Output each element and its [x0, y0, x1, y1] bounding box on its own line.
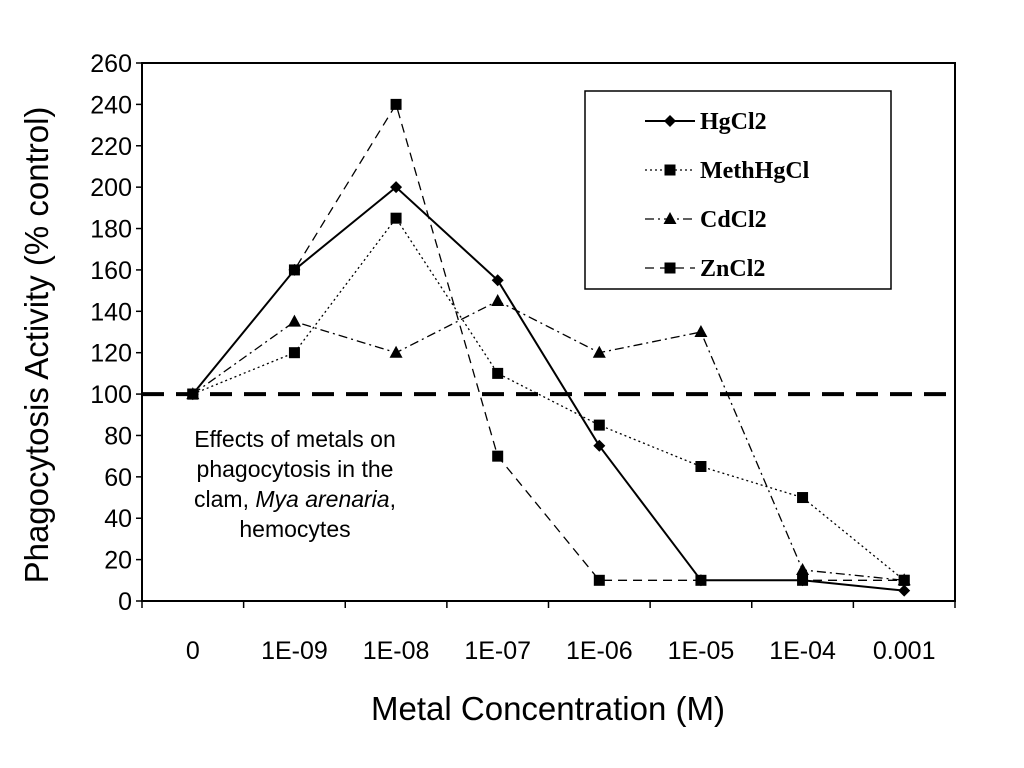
- x-tick-label: 1E-04: [769, 637, 836, 665]
- series-line-cdcl2: [192, 300, 905, 581]
- x-tick-label: 1E-08: [363, 637, 430, 665]
- point-methhgcl: [390, 212, 402, 224]
- point-zncl2: [492, 450, 504, 462]
- point-zncl2: [898, 574, 910, 586]
- x-tick-label: 0: [186, 637, 200, 665]
- series-line-methhgcl: [192, 217, 905, 581]
- y-tick-label: 40: [104, 505, 132, 533]
- point-zncl2: [593, 574, 605, 586]
- legend-item-hgcl2: HgCl2: [645, 109, 767, 135]
- point-methhgcl: [797, 492, 809, 504]
- point-cdcl2: [491, 293, 505, 306]
- chart-annotation: Effects of metals on phagocytosis in the…: [160, 424, 430, 544]
- y-tick-label: 60: [104, 464, 132, 492]
- legend-label-methhgcl: MethHgCl: [700, 158, 810, 184]
- x-tick-label: 1E-05: [668, 637, 735, 665]
- y-tick-label: 240: [90, 91, 132, 119]
- y-axis-title: Phagocytosis Activity (% control): [18, 107, 55, 584]
- y-tick-label: 220: [90, 133, 132, 161]
- y-tick-label: 80: [104, 422, 132, 450]
- point-methhgcl: [695, 461, 707, 472]
- point-hgcl2: [593, 439, 606, 452]
- point-cdcl2: [796, 562, 810, 575]
- annotation-prefix: clam,: [194, 486, 256, 512]
- series-zncl2: [187, 98, 910, 586]
- point-zncl2: [797, 574, 809, 586]
- point-zncl2: [695, 574, 707, 586]
- point-zncl2: [187, 388, 199, 400]
- legend-box: [584, 90, 892, 290]
- y-tick-label: 0: [118, 588, 132, 616]
- point-cdcl2: [389, 345, 403, 358]
- annotation-line-3: clam, Mya arenaria,: [160, 484, 430, 514]
- y-tick-label: 200: [90, 174, 132, 202]
- y-tick-label: 120: [90, 340, 132, 368]
- series-layer: [186, 98, 911, 597]
- point-cdcl2: [287, 314, 301, 327]
- x-tick-label: 1E-09: [261, 637, 328, 665]
- point-zncl2: [288, 264, 300, 276]
- point-cdcl2: [694, 325, 708, 337]
- x-tick-label: 1E-07: [464, 637, 531, 665]
- x-tick-label: 1E-06: [566, 637, 633, 665]
- annotation-suffix: ,: [389, 486, 396, 512]
- y-tick-label: 180: [90, 216, 132, 244]
- point-hgcl2: [390, 181, 403, 194]
- series-line-zncl2: [192, 102, 905, 581]
- legend-marker-hgcl2: [664, 115, 676, 127]
- point-cdcl2: [592, 345, 606, 358]
- point-methhgcl: [593, 419, 605, 431]
- legend-item-cdcl2: CdCl2: [645, 207, 767, 233]
- x-tick-label: 0.001: [873, 637, 936, 665]
- legend-marker-zncl2: [664, 262, 676, 274]
- point-methhgcl: [492, 367, 504, 379]
- point-methhgcl: [288, 347, 300, 359]
- y-axis: 0 20 40 60 80 100 120 140 160 180 200 220 240 260: [90, 50, 142, 616]
- legend-label-cdcl2: CdCl2: [700, 207, 767, 233]
- x-axis: 0 1E-09 1E-08 1E-07 1E-06 1E-05 1E-04 0.001: [141, 601, 956, 665]
- annotation-line-2: phagocytosis in the: [196, 456, 394, 482]
- point-hgcl2: [898, 584, 911, 597]
- legend-items: HgCl2 MethHgCl CdCl2 ZnCl2: [645, 109, 810, 282]
- y-tick-label: 20: [104, 547, 132, 575]
- y-tick-label: 160: [90, 257, 132, 285]
- legend-label-hgcl2: HgCl2: [700, 109, 767, 135]
- y-tick-label: 260: [90, 50, 132, 78]
- legend-label-zncl2: ZnCl2: [700, 256, 765, 282]
- point-zncl2: [390, 98, 402, 110]
- annotation-line-1: Effects of metals on: [194, 426, 396, 452]
- annotation-species: Mya arenaria: [255, 486, 390, 512]
- y-tick-label: 140: [90, 298, 132, 326]
- legend: HgCl2 MethHgCl CdCl2 ZnCl2: [584, 90, 892, 290]
- point-hgcl2: [491, 274, 504, 287]
- x-axis-title: Metal Concentration (M): [371, 690, 725, 727]
- legend-marker-methhgcl: [664, 164, 676, 176]
- y-tick-label: 100: [90, 381, 132, 409]
- legend-item-methhgcl: MethHgCl: [645, 158, 810, 184]
- legend-marker-cdcl2: [663, 212, 677, 224]
- legend-item-zncl2: ZnCl2: [645, 256, 765, 282]
- annotation-line-4: hemocytes: [239, 516, 351, 542]
